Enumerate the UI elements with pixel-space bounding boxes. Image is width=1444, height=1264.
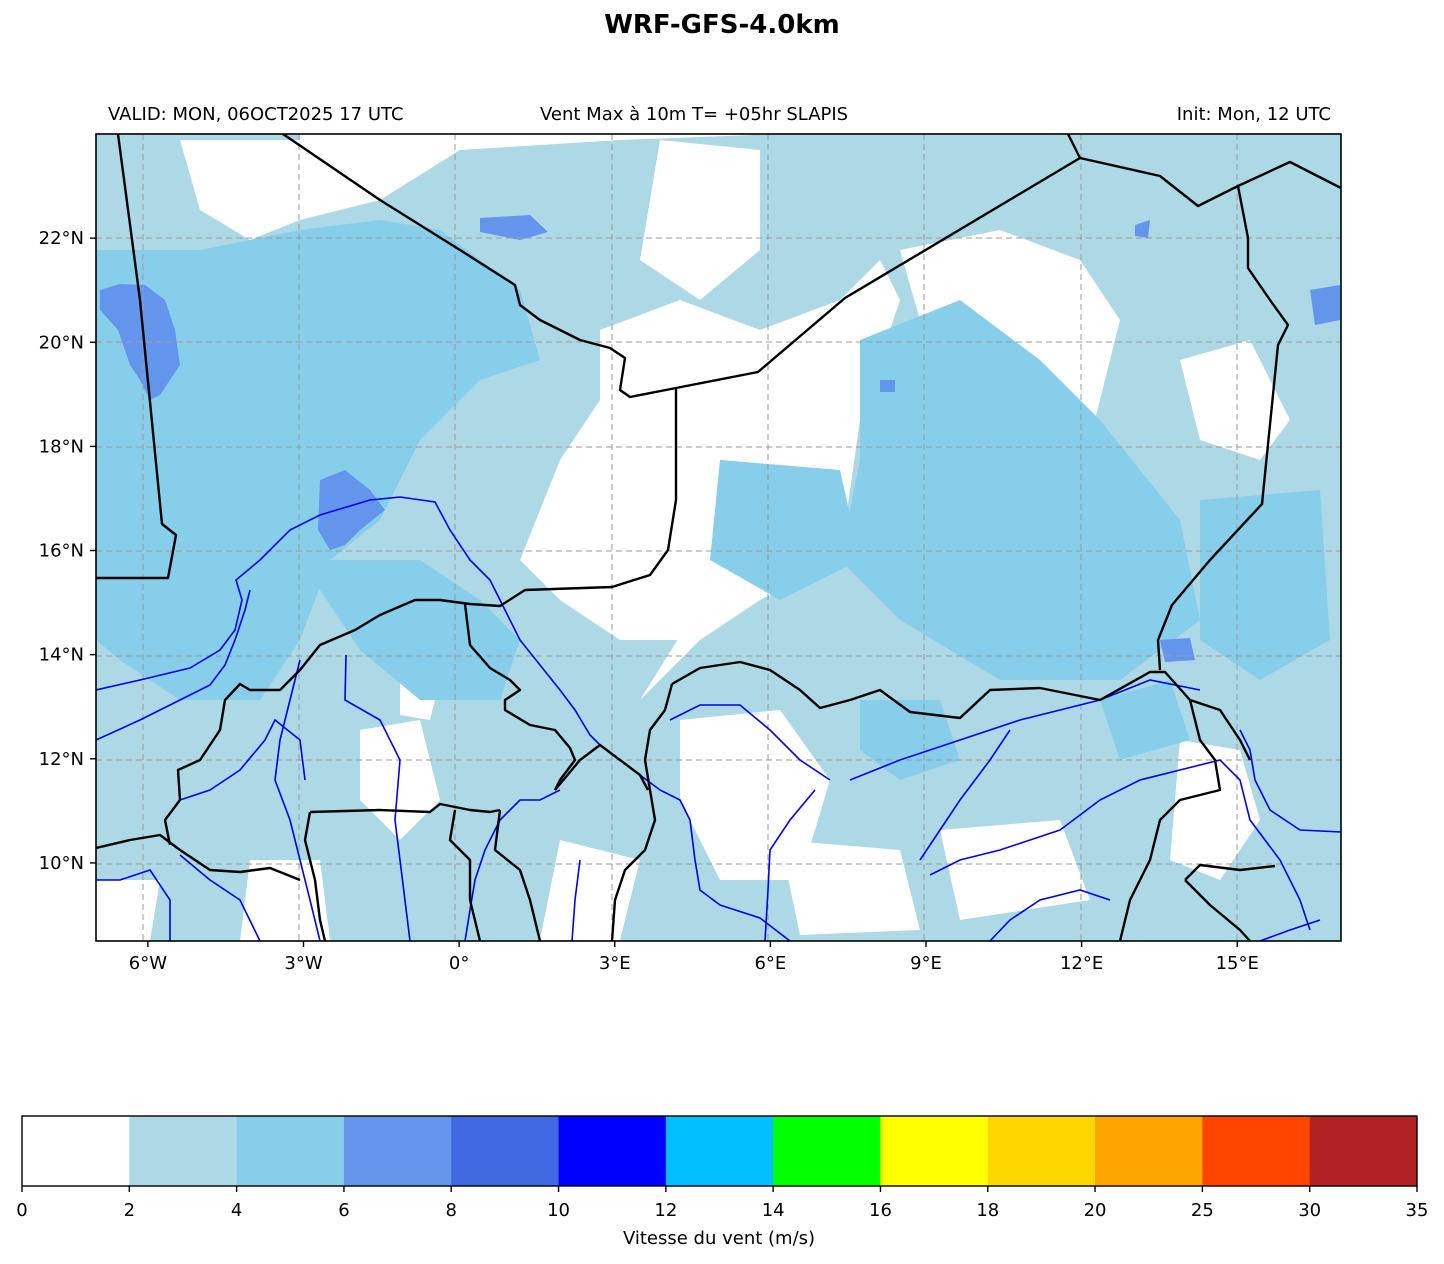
valid-time-label: VALID: MON, 06OCT2025 17 UTC [108, 104, 404, 125]
colorbar-segment [558, 1116, 667, 1186]
border-burkina-niger [463, 603, 577, 791]
lat-tick-label: 14°N [39, 645, 84, 666]
lon-tick-label: 12°E [1060, 953, 1103, 974]
niger-inland-delta-branch [96, 589, 251, 741]
white-volta [344, 654, 411, 941]
colorbar-tick-label: 4 [231, 1200, 242, 1221]
colorbar-tick-label: 10 [547, 1200, 570, 1221]
longitude-axis: 6°W 3°W 0° 3°E 6°E 9°E 12°E 15°E [129, 941, 1259, 974]
calm-areas [96, 140, 1290, 941]
border-libya-chad-niger [1156, 185, 1290, 671]
map-panel [96, 134, 1341, 941]
colorbar-tick-label: 20 [1084, 1200, 1107, 1221]
colorbar-tick-label: 35 [1406, 1200, 1429, 1221]
border-benin-burkina [554, 743, 650, 791]
border-niger-nigeria [671, 660, 1191, 720]
lat-tick-label: 12°N [39, 749, 84, 770]
colorbar-frame [21, 1115, 1418, 1187]
colorbar-segment [1095, 1116, 1203, 1186]
colorbar: 0 2 4 6 8 10 12 14 16 18 20 25 30 35 [16, 1115, 1429, 1221]
benue-river [929, 759, 1311, 931]
colorbar-segment [987, 1116, 1096, 1186]
west-tributary-2 [179, 854, 261, 941]
komadugu-yobe [849, 679, 1201, 781]
colorbar-tick-label: 30 [1298, 1200, 1321, 1221]
border-ivory-burkina-west [96, 833, 301, 882]
map-frame [95, 133, 1342, 942]
lat-tick-label: 18°N [39, 436, 84, 457]
colorbar-tick-label: 6 [338, 1200, 349, 1221]
west-tributary-1 [96, 869, 171, 941]
colorbar-segment [665, 1116, 774, 1186]
lat-tick-label: 10°N [39, 853, 84, 874]
border-algeria-niger [675, 156, 1341, 390]
lon-tick-label: 6°E [754, 953, 786, 974]
colorbar-tick-label: 16 [869, 1200, 892, 1221]
border-ghana-togo [448, 809, 482, 941]
colorbar-tick-label: 12 [654, 1200, 677, 1221]
border-algeria-mali [282, 134, 677, 399]
country-borders [96, 134, 1341, 941]
border-burkina-ghana-togo [309, 802, 501, 814]
latitude-axis: 22°N 20°N 18°N 16°N 14°N 12°N 10°N [39, 228, 96, 874]
colorbar-segment [1202, 1116, 1311, 1186]
southeast-tributary [989, 889, 1111, 941]
border-libya-algeria [1066, 134, 1082, 159]
border-ghana-ivory [303, 811, 327, 941]
wind-area-4-6 [96, 220, 1330, 780]
colorbar-segment [773, 1116, 881, 1186]
colorbar-title: Vitesse du vent (m/s) [623, 1228, 815, 1249]
colorbar-segment [236, 1116, 345, 1186]
colorbar-segment [22, 1116, 130, 1186]
kaduna-river [764, 789, 816, 941]
colorbar-tick-label: 8 [446, 1200, 457, 1221]
colorbar-tick-label: 25 [1191, 1200, 1214, 1221]
colorbar-tick-label: 18 [976, 1200, 999, 1221]
sokoto-river [669, 704, 831, 781]
lon-tick-label: 0° [449, 953, 469, 974]
lat-tick-label: 22°N [39, 228, 84, 249]
gongola-river [919, 729, 1011, 861]
mono-tributary [571, 859, 581, 941]
lon-tick-label: 15°E [1216, 953, 1259, 974]
colorbar-tick-label: 2 [124, 1200, 135, 1221]
border-mauritania-mali [96, 134, 178, 580]
colorbar-segment [451, 1116, 560, 1186]
field-label: Vent Max à 10m T= +05hr SLAPIS [540, 104, 849, 125]
lat-tick-label: 16°N [39, 541, 84, 562]
lon-tick-label: 6°W [129, 953, 167, 974]
colorbar-segment [129, 1116, 238, 1186]
mouhoun-tributary [179, 718, 306, 801]
border-cameroon-chad-south [1184, 863, 1276, 941]
niger-river [96, 496, 791, 941]
map-title: WRF-GFS-4.0km [604, 10, 840, 40]
colorbar-segment [880, 1116, 989, 1186]
colorbar-tick-label: 0 [16, 1200, 27, 1221]
chari-tributary [1259, 919, 1321, 941]
border-togo-benin [493, 809, 542, 941]
lon-tick-label: 9°E [910, 953, 942, 974]
logone-river [1239, 729, 1341, 833]
border-nigeria-cameroon [1118, 699, 1222, 941]
border-chad-cameroon [1189, 698, 1252, 761]
init-time-label: Init: Mon, 12 UTC [1176, 104, 1331, 125]
border-benin-nigeria [610, 683, 674, 941]
border-burkina-mali [163, 628, 356, 846]
border-mali-niger [354, 388, 678, 632]
colorbar-tick-label: 14 [762, 1200, 785, 1221]
colorbar-segment [1309, 1116, 1418, 1186]
lat-tick-label: 20°N [39, 332, 84, 353]
lon-tick-label: 3°E [599, 953, 631, 974]
lon-tick-label: 3°W [284, 953, 322, 974]
colorbar-segment [343, 1116, 452, 1186]
wind-field [96, 134, 1341, 941]
black-volta [274, 659, 321, 941]
